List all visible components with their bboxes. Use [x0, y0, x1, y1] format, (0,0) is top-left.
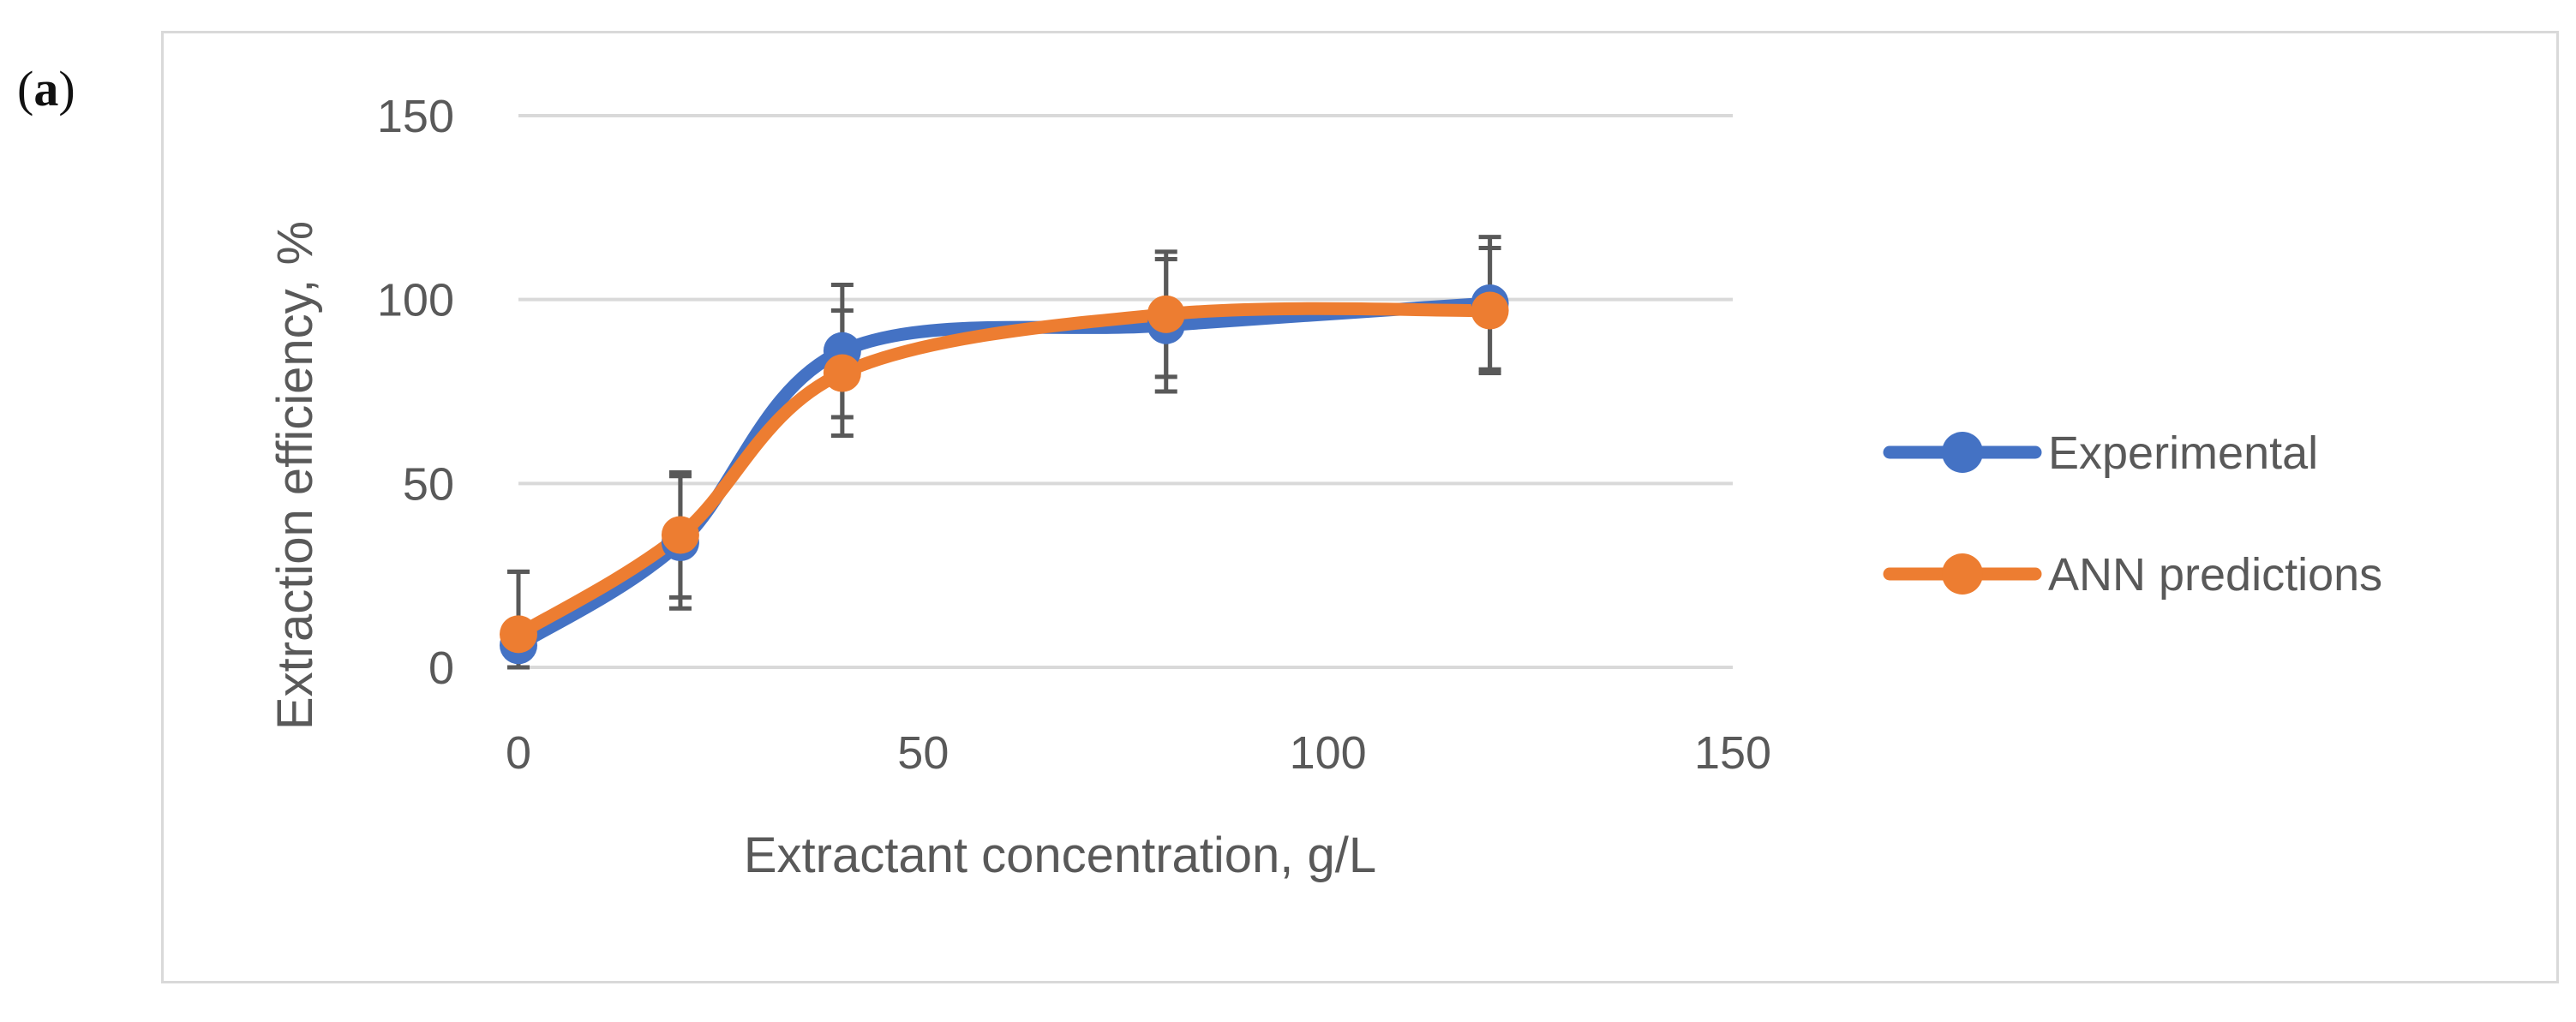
legend-item-ann-predictions: ANN predictions [1883, 549, 2382, 601]
x-tick-label: 150 [1694, 727, 1771, 779]
legend-marker [1942, 553, 1983, 595]
y-tick-label: 50 [403, 458, 454, 510]
error-bars [507, 235, 1501, 670]
legend-item-experimental: Experimental [1883, 427, 2318, 479]
panel-label-open: ( [17, 61, 34, 117]
x-tick-label: 0 [506, 727, 531, 779]
x-tick-labels: 0 50 100 150 [506, 727, 1771, 779]
x-axis-title: Extractant concentration, g/L [744, 828, 1376, 883]
legend-marker [1942, 432, 1983, 473]
gridlines [518, 114, 1733, 669]
series-lines [512, 296, 1497, 652]
x-tick-label: 50 [897, 727, 949, 779]
y-tick-label: 100 [377, 275, 454, 326]
y-tick-labels: 0 50 100 150 [377, 91, 454, 694]
legend-label: Experimental [2048, 427, 2318, 479]
y-tick-label: 150 [377, 91, 454, 142]
y-tick-label: 0 [428, 642, 454, 694]
point-ann-predictions [500, 615, 537, 654]
panel-label-letter: a [33, 61, 59, 117]
point-ann-predictions [1147, 295, 1185, 333]
point-ann-predictions [823, 354, 861, 392]
panel-label: (a) [17, 60, 75, 117]
legend-label: ANN predictions [2048, 549, 2382, 601]
x-tick-label: 100 [1290, 727, 1367, 779]
series-line-ann-predictions [512, 302, 1497, 641]
panel-label-close: ) [58, 61, 75, 117]
point-ann-predictions [661, 516, 699, 554]
series-line-experimental [512, 296, 1497, 652]
chart-frame [161, 31, 2559, 983]
legend: Experimental ANN predictions [1883, 427, 2382, 601]
point-ann-predictions [1471, 291, 1509, 330]
y-axis-title: Extraction efficiency, % [267, 221, 323, 730]
series-points [500, 284, 1509, 665]
